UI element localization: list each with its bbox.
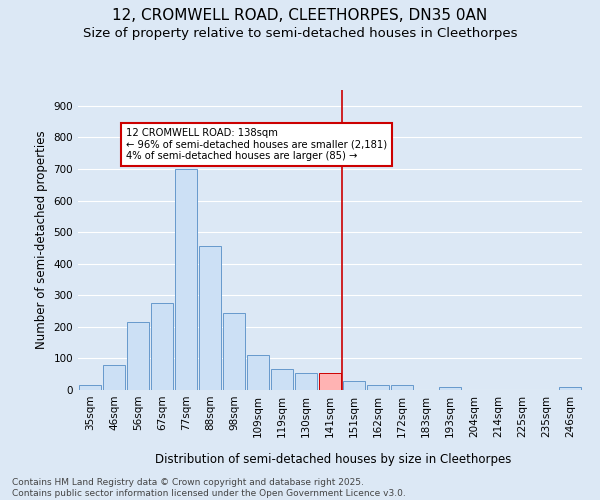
Y-axis label: Number of semi-detached properties: Number of semi-detached properties <box>35 130 48 350</box>
Text: Contains HM Land Registry data © Crown copyright and database right 2025.
Contai: Contains HM Land Registry data © Crown c… <box>12 478 406 498</box>
Bar <box>271 370 293 390</box>
Bar <box>343 380 365 390</box>
Bar <box>79 386 101 390</box>
Bar <box>391 386 413 390</box>
Bar <box>295 372 317 390</box>
Bar <box>559 388 581 390</box>
Bar <box>223 312 245 390</box>
Bar <box>367 386 389 390</box>
Bar <box>439 387 461 390</box>
Bar <box>319 372 341 390</box>
Bar <box>103 364 125 390</box>
Text: Size of property relative to semi-detached houses in Cleethorpes: Size of property relative to semi-detach… <box>83 28 517 40</box>
Text: 12, CROMWELL ROAD, CLEETHORPES, DN35 0AN: 12, CROMWELL ROAD, CLEETHORPES, DN35 0AN <box>112 8 488 22</box>
Bar <box>247 356 269 390</box>
Bar <box>127 322 149 390</box>
Text: 12 CROMWELL ROAD: 138sqm
← 96% of semi-detached houses are smaller (2,181)
4% of: 12 CROMWELL ROAD: 138sqm ← 96% of semi-d… <box>126 128 387 161</box>
Text: Distribution of semi-detached houses by size in Cleethorpes: Distribution of semi-detached houses by … <box>155 452 511 466</box>
Bar <box>151 303 173 390</box>
Bar <box>199 246 221 390</box>
Bar <box>175 169 197 390</box>
